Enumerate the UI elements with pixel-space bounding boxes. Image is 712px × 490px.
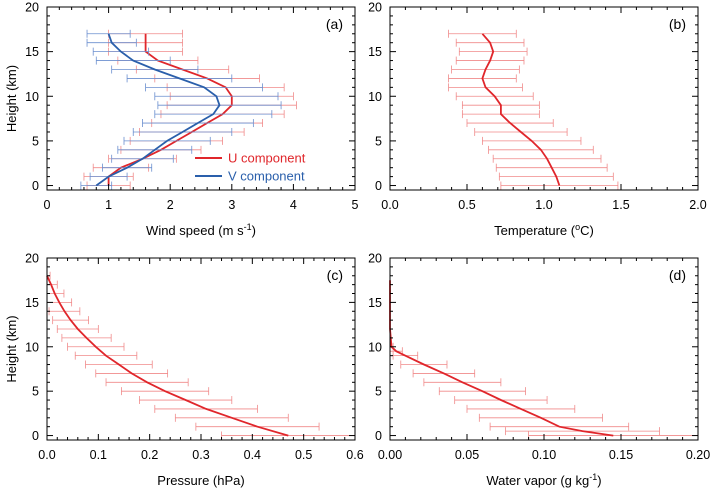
series-line-d-0 bbox=[389, 280, 614, 437]
legend: U component V component bbox=[195, 151, 306, 184]
x-tick-label: 0.10 bbox=[532, 448, 556, 462]
x-tick-label: 0.3 bbox=[192, 448, 209, 462]
x-axis-label: Temperature (oC) bbox=[494, 222, 594, 238]
y-tick-label: 5 bbox=[375, 134, 382, 148]
x-tick-label: 0.15 bbox=[609, 448, 633, 462]
y-tick-label: 0 bbox=[32, 179, 39, 193]
y-tick-label: 5 bbox=[32, 385, 39, 399]
x-tick-label: 0.05 bbox=[455, 448, 479, 462]
x-tick-label: 4 bbox=[290, 198, 297, 212]
plot-frame bbox=[389, 257, 699, 441]
y-axis-label: Height (km) bbox=[4, 315, 19, 382]
legend-label: V component bbox=[228, 169, 305, 184]
series-line-a-1 bbox=[95, 33, 221, 187]
y-tick-label: 20 bbox=[368, 1, 382, 15]
x-tick-label: 0.6 bbox=[346, 448, 363, 462]
y-tick-label: 15 bbox=[25, 45, 39, 59]
x-tick-label: 1.0 bbox=[535, 198, 552, 212]
x-tick-label: 0.4 bbox=[244, 448, 261, 462]
y-tick-label: 0 bbox=[375, 429, 382, 443]
panel-a: 0 1 2 3 4 5 0 5 10 15 20 Wind speed (m s-1) Height (… bbox=[4, 1, 359, 239]
panel-c: 0.0 0.1 0.2 0.3 0.4 0.5 0.6 0 5 10 15 20 Pressure (h… bbox=[4, 252, 364, 489]
x-tick-label: 0.5 bbox=[295, 448, 312, 462]
x-tick-label: 0 bbox=[44, 198, 51, 212]
panel-label: (b) bbox=[669, 16, 686, 32]
y-axis-label: Height (km) bbox=[4, 65, 19, 132]
panel-b: 0.0 0.5 1.0 1.5 2.0 0 5 10 15 20 Temperature (oC) (… bbox=[368, 1, 707, 239]
panel-label: (c) bbox=[327, 267, 343, 283]
x-tick-label: 3 bbox=[228, 198, 235, 212]
y-tick-label: 0 bbox=[375, 179, 382, 193]
y-tick-label: 10 bbox=[368, 340, 382, 354]
y-tick-label: 0 bbox=[32, 429, 39, 443]
x-tick-label: 5 bbox=[352, 198, 359, 212]
y-tick-label: 20 bbox=[368, 252, 382, 266]
x-axis-label: Pressure (hPa) bbox=[157, 473, 244, 488]
y-tick-label: 5 bbox=[32, 134, 39, 148]
x-tick-label: 0.20 bbox=[686, 448, 710, 462]
x-tick-label: 1.5 bbox=[612, 198, 629, 212]
series-line-c-0 bbox=[46, 275, 289, 437]
y-tick-label: 20 bbox=[25, 252, 39, 266]
series-d-0 bbox=[389, 280, 699, 440]
y-tick-label: 15 bbox=[368, 296, 382, 310]
x-tick-label: 0.2 bbox=[141, 448, 158, 462]
panel-label: (d) bbox=[669, 267, 686, 283]
series-b-0 bbox=[448, 29, 619, 190]
x-tick-label: 0.0 bbox=[381, 198, 398, 212]
x-tick-label: 2 bbox=[167, 198, 174, 212]
panel-label: (a) bbox=[326, 16, 343, 32]
y-tick-label: 20 bbox=[25, 1, 39, 15]
x-axis-label: Wind speed (m s-1) bbox=[146, 222, 256, 238]
x-tick-label: 0.5 bbox=[458, 198, 475, 212]
x-tick-label: 0.00 bbox=[378, 448, 402, 462]
x-tick-label: 1 bbox=[105, 198, 112, 212]
y-tick-label: 10 bbox=[25, 90, 39, 104]
x-tick-label: 0.0 bbox=[38, 448, 55, 462]
series-a-1 bbox=[80, 29, 282, 190]
y-tick-label: 10 bbox=[25, 340, 39, 354]
y-tick-label: 15 bbox=[25, 296, 39, 310]
plot-frame bbox=[46, 257, 356, 441]
series-a-0 bbox=[83, 29, 297, 190]
legend-label: U component bbox=[228, 151, 306, 166]
x-tick-label: 2.0 bbox=[689, 198, 706, 212]
y-tick-label: 10 bbox=[368, 90, 382, 104]
series-c-0 bbox=[46, 271, 356, 440]
x-axis-label: Water vapor (g kg-1) bbox=[486, 472, 601, 488]
x-tick-label: 0.1 bbox=[90, 448, 107, 462]
y-tick-label: 5 bbox=[375, 385, 382, 399]
plot-frame bbox=[389, 6, 699, 191]
panel-d: 0.00 0.05 0.10 0.15 0.20 0 5 10 15 20 Water vapor … bbox=[368, 252, 710, 489]
plot-frame bbox=[46, 6, 356, 191]
y-tick-label: 15 bbox=[368, 45, 382, 59]
series-line-b-0 bbox=[481, 33, 561, 186]
